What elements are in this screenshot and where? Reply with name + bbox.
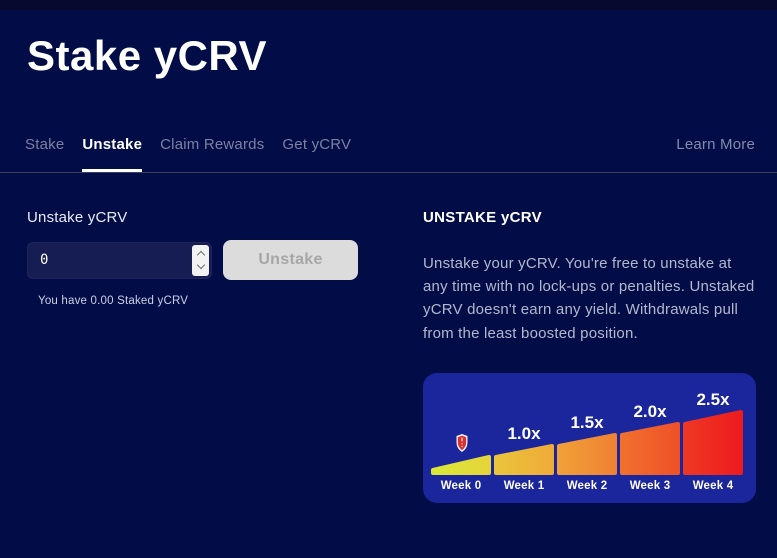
boost-chart-svg: Week 0 Week 1 1.0x Week 2 1.5x Week 3 2.0x Week… xyxy=(431,390,743,492)
stepper-down-icon[interactable] xyxy=(196,260,205,270)
tab-bar: Stake Unstake Claim Rewards Get yCRV Lea… xyxy=(0,117,777,173)
chart-multiplier-label: 1.5x xyxy=(570,413,604,432)
chart-multiplier-label: 1.0x xyxy=(507,424,541,443)
unstake-amount-input[interactable] xyxy=(27,241,212,279)
main-content: Unstake yCRV Unstake You have 0.00 Stake… xyxy=(0,173,777,503)
chart-multiplier-label: 2.0x xyxy=(633,402,667,421)
tab-claim-rewards[interactable]: Claim Rewards xyxy=(160,136,265,153)
boost-segment xyxy=(620,421,680,475)
boost-segment xyxy=(494,443,554,475)
unstake-info-section: UNSTAKE yCRV Unstake your yCRV. You're f… xyxy=(423,209,756,503)
unstake-form-section: Unstake yCRV Unstake You have 0.00 Stake… xyxy=(27,209,423,503)
tab-stake[interactable]: Stake xyxy=(25,136,65,153)
chart-multiplier-label: 2.5x xyxy=(696,390,730,409)
tab-get-ycrv[interactable]: Get yCRV xyxy=(282,136,352,153)
chart-week-label: Week 3 xyxy=(630,480,671,492)
unstake-amount-label: Unstake yCRV xyxy=(27,209,128,226)
boost-chart-panel: Week 0 Week 1 1.0x Week 2 1.5x Week 3 2.0x Week… xyxy=(423,372,756,503)
page-title: Stake yCRV xyxy=(27,32,268,79)
unstake-button[interactable]: Unstake xyxy=(223,240,358,280)
shield-icon xyxy=(456,433,468,452)
page-header: Stake yCRV xyxy=(0,10,777,80)
number-stepper[interactable] xyxy=(192,244,209,276)
amount-input-wrap xyxy=(27,241,212,279)
info-body-text: Unstake your yCRV. You're free to unstak… xyxy=(423,255,755,342)
chart-week-label: Week 0 xyxy=(441,480,482,492)
window-top-strip xyxy=(0,0,777,10)
info-heading: UNSTAKE yCRV xyxy=(423,209,542,226)
chart-week-label: Week 1 xyxy=(504,480,545,492)
unstake-form-row: Unstake xyxy=(27,240,423,280)
boost-segment xyxy=(431,454,491,475)
boost-segment xyxy=(557,432,617,475)
chart-week-label: Week 4 xyxy=(693,480,734,492)
staked-balance-text: You have 0.00 Staked yCRV xyxy=(38,295,189,307)
chart-week-label: Week 2 xyxy=(567,480,608,492)
stepper-up-icon[interactable] xyxy=(196,250,205,260)
boost-segment xyxy=(683,409,743,475)
tab-unstake[interactable]: Unstake xyxy=(82,117,142,172)
learn-more-link[interactable]: Learn More xyxy=(676,136,755,153)
